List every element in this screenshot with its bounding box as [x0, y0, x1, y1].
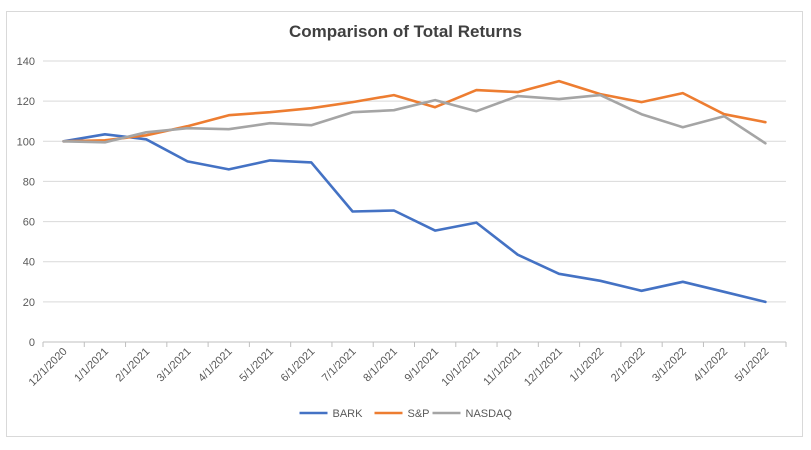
y-tick-label: 80 — [23, 176, 35, 188]
x-tick-label: 9/1/2021 — [402, 346, 441, 385]
series-line-s-p — [62, 79, 767, 143]
y-tick-label: 140 — [17, 56, 35, 68]
x-tick-label: 2/1/2022 — [609, 346, 648, 385]
x-tick-label: 4/1/2021 — [196, 346, 235, 385]
y-tick-label: 20 — [23, 297, 35, 309]
chart-frame — [6, 11, 803, 437]
x-tick-label: 5/1/2022 — [733, 346, 772, 385]
x-tick-label: 8/1/2021 — [361, 346, 400, 385]
y-axis-ticks: 0 20 40 60 80 100 120 140 — [17, 56, 35, 349]
x-tick-label: 11/1/2021 — [481, 346, 524, 389]
series-line-bark — [62, 133, 767, 304]
legend-item: BARK — [299, 408, 364, 420]
y-tick-label: 100 — [17, 136, 35, 148]
series-line-nasdaq — [62, 93, 767, 145]
y-tick-label: 60 — [23, 217, 35, 229]
chart-title: Comparison of Total Returns — [289, 22, 522, 41]
y-tick-label: 120 — [17, 96, 35, 108]
legend-label: BARK — [333, 408, 364, 420]
series-lines — [62, 79, 767, 304]
x-tick-label: 10/1/2021 — [439, 346, 482, 389]
gridlines — [43, 60, 786, 303]
legend: BARK S&P NASDAQ — [299, 408, 513, 420]
y-tick-label: 0 — [29, 337, 35, 349]
x-tick-label: 3/1/2022 — [650, 346, 689, 385]
x-tick-label: 1/1/2022 — [568, 346, 607, 385]
legend-item: S&P — [374, 408, 430, 420]
x-tick-label: 3/1/2021 — [155, 346, 194, 385]
x-tick-label: 6/1/2021 — [279, 346, 318, 385]
legend-label: NASDAQ — [466, 408, 513, 420]
legend-label: S&P — [408, 408, 430, 420]
x-tick-label: 12/1/2020 — [27, 346, 70, 389]
x-tick-label: 4/1/2022 — [691, 346, 730, 385]
legend-item: NASDAQ — [432, 408, 513, 420]
x-tick-label: 2/1/2021 — [114, 346, 153, 385]
y-tick-label: 40 — [23, 257, 35, 269]
x-axis — [42, 341, 787, 347]
x-tick-label: 5/1/2021 — [237, 346, 276, 385]
x-tick-label: 12/1/2021 — [522, 346, 565, 389]
x-axis-ticks: 12/1/2020 1/1/2021 2/1/2021 3/1/2021 4/1/202… — [27, 346, 772, 389]
x-tick-label: 7/1/2021 — [320, 346, 359, 385]
x-tick-label: 1/1/2021 — [72, 346, 111, 385]
